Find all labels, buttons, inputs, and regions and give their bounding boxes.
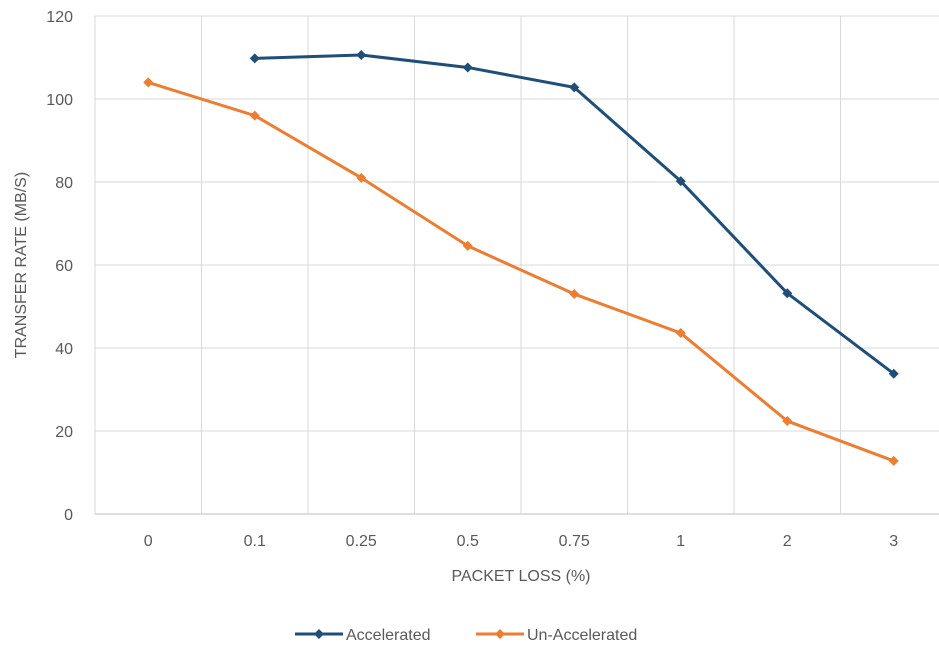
data-point-marker (675, 176, 686, 187)
y-tick-label: 80 (55, 175, 73, 192)
data-point-marker (462, 62, 473, 73)
y-axis-ticks: 0 20 40 60 80 100 120 (46, 9, 73, 524)
data-point-marker (356, 50, 367, 61)
x-tick-label: 0.25 (346, 533, 377, 550)
y-tick-label: 0 (64, 507, 73, 524)
data-point-marker (143, 77, 154, 88)
x-tick-label: 1 (676, 533, 685, 550)
series-line (254, 53, 895, 375)
y-tick-label: 40 (55, 341, 73, 358)
series-line (147, 80, 895, 463)
legend-item: Accelerated (295, 627, 431, 644)
x-tick-label: 0.75 (559, 533, 590, 550)
data-point-marker (782, 288, 793, 299)
x-axis-title: PACKET LOSS (%) (452, 568, 591, 585)
data-point-marker (782, 416, 793, 427)
legend-item: Un-Accelerated (476, 627, 637, 644)
series-accelerated (249, 50, 899, 379)
data-point-marker (249, 53, 260, 64)
legend: Accelerated Un-Accelerated (295, 627, 637, 644)
x-tick-label: 0.1 (244, 533, 266, 550)
data-point-marker (675, 328, 686, 339)
legend-swatch-marker (314, 629, 324, 639)
data-point-marker (888, 455, 899, 466)
y-tick-label: 20 (55, 424, 73, 441)
data-point-marker (462, 240, 473, 251)
y-tick-label: 100 (46, 92, 73, 109)
series-un-accelerated (143, 77, 899, 466)
data-point-marker (888, 368, 899, 379)
legend-swatch-marker (495, 629, 505, 639)
y-axis-title: TRANSFER RATE (MB/S) (13, 172, 30, 358)
gridlines (94, 15, 939, 515)
y-tick-label: 60 (55, 258, 73, 275)
series-lines (143, 50, 899, 466)
legend-label: Un-Accelerated (527, 627, 637, 644)
data-point-marker (569, 82, 580, 93)
data-point-marker (249, 110, 260, 121)
x-tick-label: 0 (144, 533, 153, 550)
x-axis-ticks: 0 0.1 0.25 0.5 0.75 1 2 3 (144, 533, 899, 550)
x-tick-label: 2 (783, 533, 792, 550)
y-tick-label: 120 (46, 9, 73, 26)
data-point-marker (356, 172, 367, 183)
x-tick-label: 3 (889, 533, 898, 550)
legend-label: Accelerated (346, 627, 431, 644)
data-point-marker (569, 289, 580, 300)
x-tick-label: 0.5 (457, 533, 479, 550)
